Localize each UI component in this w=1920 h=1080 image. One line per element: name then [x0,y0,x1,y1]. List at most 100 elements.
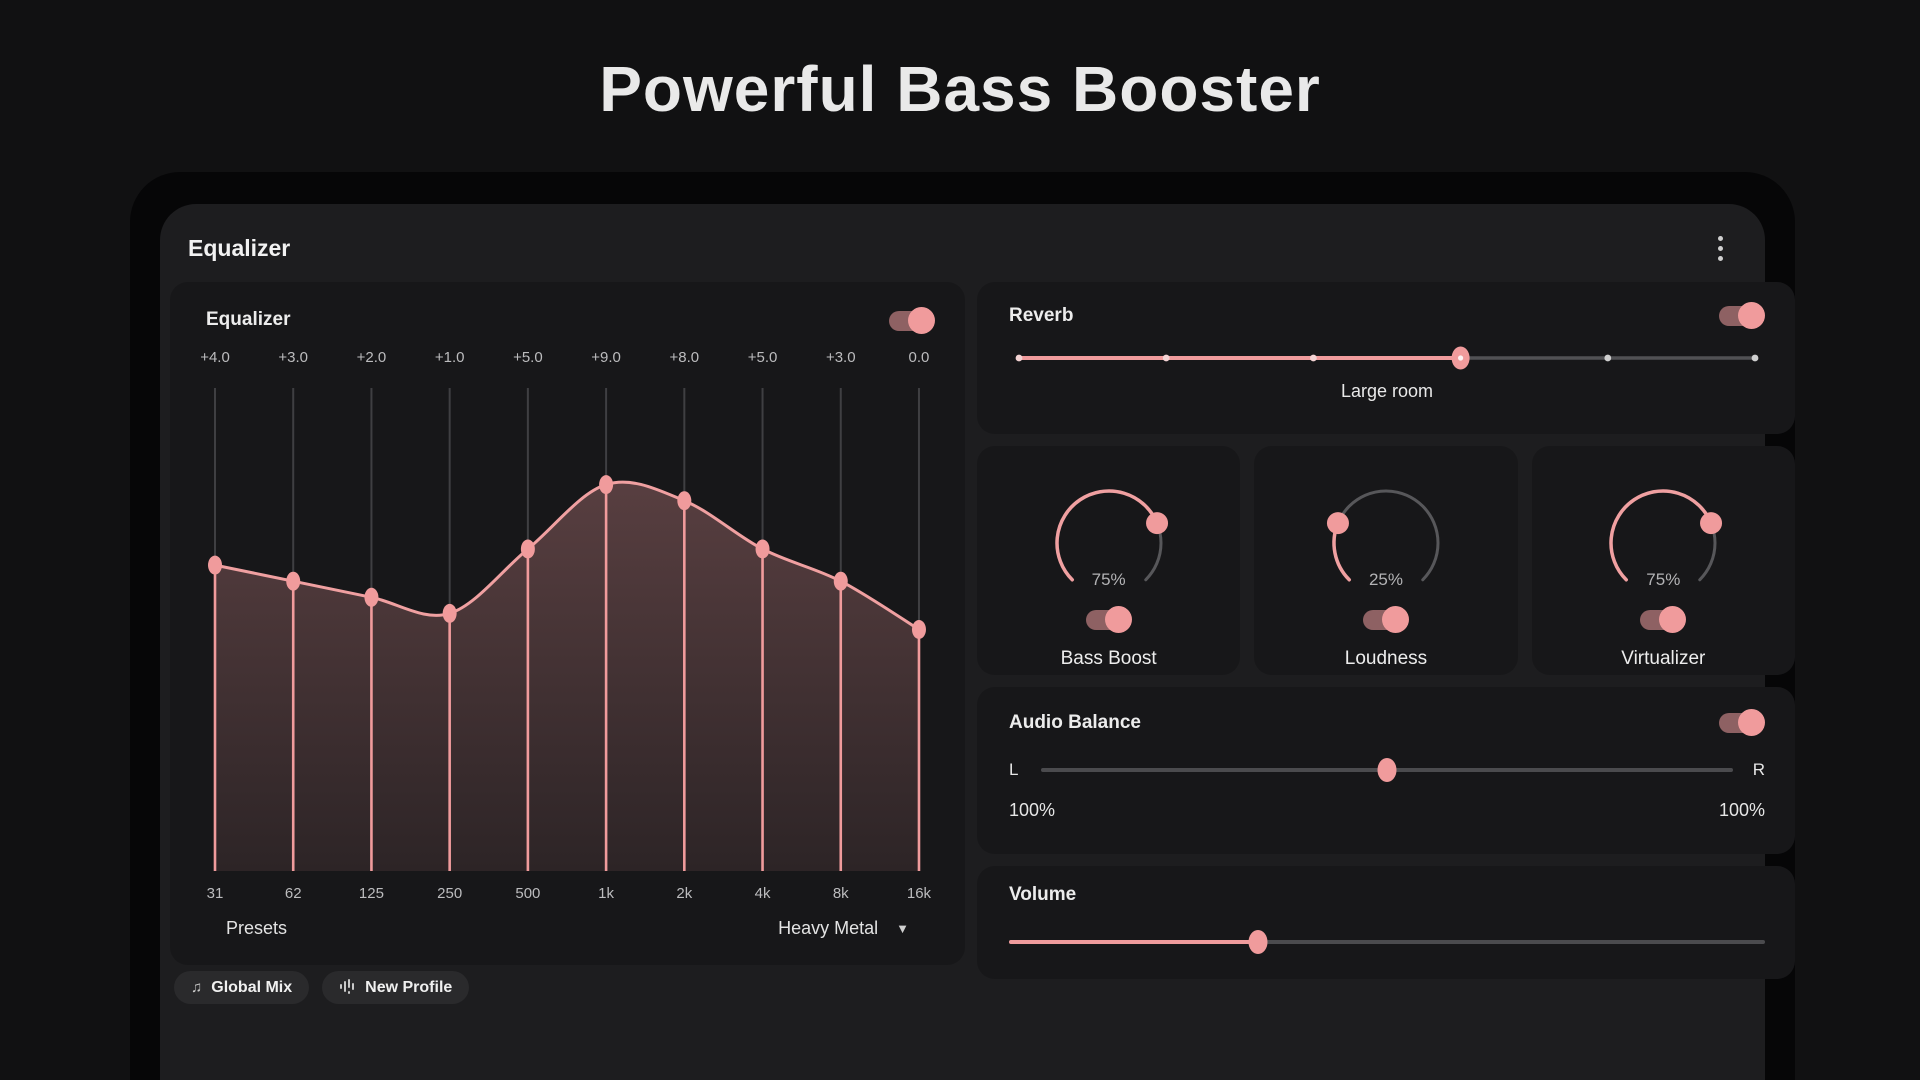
reverb-toggle[interactable] [1719,302,1765,329]
balance-left-percent: 100% [1009,800,1056,820]
bass-boost-label: Bass Boost [1060,648,1157,669]
eq-slider-handle[interactable] [677,491,692,511]
audio-balance-handle[interactable] [1377,758,1397,782]
volume-handle[interactable] [1248,930,1268,954]
balance-left-label: L [1009,760,1019,779]
eq-band-frequency: 31 [207,885,224,902]
volume-slider[interactable] [1009,930,1765,954]
knob-row: 75% Bass Boost 25% Loudness 75% [977,446,1795,675]
balance-right-percent: 100% [1718,800,1765,820]
equalizer-panel-header: Equalizer [170,300,965,340]
eq-band-value: +4.0 [200,349,230,366]
reverb-selected-value: Large room [1340,381,1434,401]
eq-slider-handle[interactable] [364,587,379,607]
eq-band-frequency: 2k [676,885,692,902]
reverb-label: Reverb [1009,304,1074,326]
chevron-down-icon: ▼ [896,921,909,936]
reverb-handle-dot [1458,355,1464,361]
eq-band-frequency: 1k [598,885,614,902]
eq-band-frequency: 16k [907,885,932,902]
eq-slider-handle[interactable] [442,603,457,623]
eq-slider-handle[interactable] [911,620,926,639]
eq-band-frequency: 250 [437,885,462,902]
eq-band-value: +5.0 [748,349,778,366]
page-title: Powerful Bass Booster [599,53,1321,125]
gauge-handle[interactable] [1145,512,1168,535]
waveform-icon [339,978,356,998]
audio-balance-slider[interactable] [1041,758,1733,782]
eq-slider-handle[interactable] [833,571,848,591]
eq-band-value: +1.0 [435,349,465,366]
eq-band-value: +5.0 [513,349,543,366]
loudness-card: 25% Loudness [1254,446,1518,675]
loudness-gauge[interactable] [1255,458,1517,604]
eq-band-value: 0.0 [909,349,930,366]
device-shell: Equalizer Equalizer +4.0 31 +3.0 62 +2.0 125 +… [130,172,1795,1080]
loudness-toggle[interactable] [1362,606,1409,633]
reverb-step-dot[interactable] [1310,354,1317,362]
loudness-percent: 25% [1368,570,1403,589]
kebab-menu-icon[interactable] [1712,230,1729,267]
gauge-handle[interactable] [1326,512,1349,535]
eq-slider-handle[interactable] [755,539,770,559]
volume-panel: Volume [977,866,1795,979]
reverb-step-dot[interactable] [1604,354,1612,362]
eq-band-value: +2.0 [357,349,387,366]
eq-band-value: +8.0 [670,349,700,366]
virtualizer-percent: 75% [1646,570,1681,589]
right-column: Reverb Large room 75% Bass Boost [977,282,1795,979]
eq-band-value: +3.0 [278,349,308,366]
loudness-label: Loudness [1344,648,1428,669]
new-profile-chip[interactable]: New Profile [322,971,470,1004]
card-content: Equalizer +4.0 31 +3.0 62 +2.0 125 +1.0 250 +5.0… [170,282,1795,1004]
balance-right-label: R [1752,760,1765,779]
virtualizer-gauge[interactable] [1532,458,1794,604]
eq-band-value: +3.0 [826,349,856,366]
chips-row: ♫ Global Mix [170,971,965,1004]
virtualizer-label: Virtualizer [1621,648,1706,669]
gauge-fill[interactable] [1054,489,1159,582]
eq-slider-handle[interactable] [208,555,222,575]
gauge-handle[interactable] [1700,512,1723,535]
equalizer-toggle[interactable] [889,306,935,334]
eq-band-frequency: 8k [833,885,849,902]
equalizer-panel: Equalizer +4.0 31 +3.0 62 +2.0 125 +1.0 250 +5.0… [170,282,965,965]
eq-curve [214,480,920,631]
eq-slider-handle[interactable] [599,475,614,495]
bass-boost-percent: 75% [1091,570,1126,589]
audio-balance-panel: Audio Balance L R 100% [977,687,1795,854]
reverb-step-dot[interactable] [1015,354,1023,362]
eq-band-frequency: 125 [359,885,384,902]
virtualizer-card: 75% Virtualizer [1531,446,1795,675]
screen-title: Equalizer [188,234,291,261]
preset-dropdown[interactable]: Heavy Metal ▼ [778,918,909,939]
audio-balance-toggle[interactable] [1719,709,1765,736]
eq-band-frequency: 500 [515,885,540,902]
left-column: Equalizer +4.0 31 +3.0 62 +2.0 125 +1.0 250 +5.0… [170,282,965,1004]
preset-selected-value: Heavy Metal [778,918,879,938]
presets-label: Presets [226,918,288,938]
audio-balance-label: Audio Balance [1009,711,1141,733]
reverb-panel: Reverb Large room [977,282,1795,434]
equalizer-band-chart[interactable]: +4.0 31 +3.0 62 +2.0 125 +1.0 250 +5.0 500 +9.0 1k +… [170,340,965,910]
virtualizer-toggle[interactable] [1640,606,1687,633]
eq-band-frequency: 4k [755,885,771,902]
bass-boost-card: 75% Bass Boost [977,446,1241,675]
eq-band-frequency: 62 [285,885,302,902]
reverb-step-dot[interactable] [1751,354,1759,362]
global-mix-chip[interactable]: ♫ Global Mix [174,971,310,1004]
gauge-fill[interactable] [1609,489,1714,582]
eq-area-fill [215,482,919,871]
eq-slider-handle[interactable] [520,539,535,559]
eq-slider-handle[interactable] [286,571,301,591]
equalizer-card: Equalizer Equalizer +4.0 31 +3.0 62 +2.0 125 +… [160,204,1795,1080]
reverb-step-dot[interactable] [1162,354,1170,362]
bass-boost-toggle[interactable] [1085,606,1132,633]
bass-boost-gauge[interactable] [978,458,1240,604]
eq-band-value: +9.0 [591,349,621,366]
reverb-step-slider[interactable] [1009,337,1765,379]
gauge-track[interactable] [1332,489,1440,582]
music-note-icon: ♫ [191,979,203,996]
presets-row: Presets Heavy Metal ▼ [170,918,965,939]
